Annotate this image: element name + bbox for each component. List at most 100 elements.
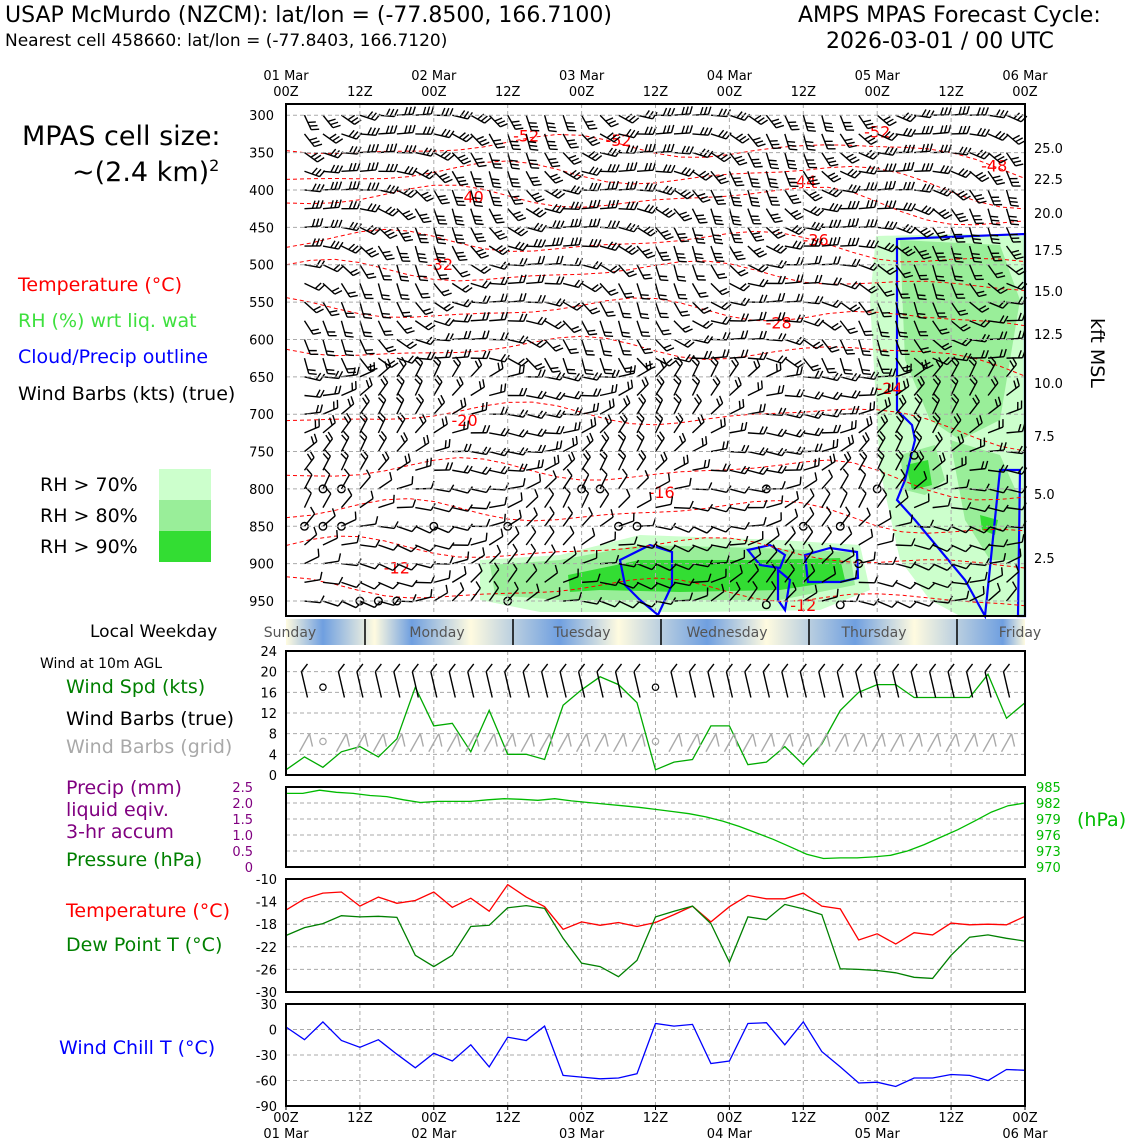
wind-barb — [747, 517, 767, 528]
wind-barb — [303, 357, 317, 376]
wind-barb — [599, 114, 619, 128]
wind-barb — [747, 208, 762, 225]
wind-barb — [489, 332, 509, 341]
wind-barb — [951, 125, 971, 135]
wind-barb — [839, 526, 853, 546]
wind-barb — [673, 106, 693, 116]
wind-barb — [415, 480, 435, 490]
wind-barb — [803, 238, 823, 247]
wind-barb — [581, 260, 603, 270]
wind-barb — [322, 576, 344, 585]
wind-barb — [562, 373, 584, 382]
wind-barb — [525, 410, 547, 419]
wind-barb — [470, 330, 490, 341]
wind-barb — [488, 562, 500, 583]
wind-barb — [340, 264, 361, 277]
wind-barb-true — [559, 663, 567, 698]
wind-barb — [636, 449, 647, 471]
wind-barb — [637, 126, 657, 136]
wind-barb — [340, 488, 353, 509]
wind-barb — [914, 183, 935, 193]
wind-barb — [451, 356, 462, 378]
wind-barb-grid — [871, 733, 886, 753]
wind-barb — [876, 301, 892, 318]
wind-barb — [507, 463, 528, 472]
temperature-contour — [285, 576, 1026, 607]
wind-barb — [821, 299, 843, 309]
wind-barb-grid — [797, 733, 812, 753]
wind-barb — [803, 221, 824, 232]
wind-barb — [858, 182, 879, 191]
wind-barb — [359, 264, 377, 280]
wind-barb — [747, 245, 767, 258]
wind-barb — [636, 110, 658, 120]
wind-barb — [747, 264, 769, 273]
wind-barb — [969, 504, 991, 513]
wind-barb — [433, 525, 455, 534]
wind-barb — [562, 451, 576, 471]
wind-barb — [414, 374, 423, 396]
wind-barb-grid — [575, 733, 591, 753]
wind-barb — [914, 162, 934, 172]
wind-barb — [304, 389, 325, 398]
wind-barb — [414, 320, 436, 331]
wind-barb — [470, 379, 486, 397]
wind-barb — [766, 355, 788, 364]
top-hour-label: 00Z — [273, 85, 299, 100]
wind-barb — [839, 320, 858, 335]
wind-barb — [877, 368, 897, 378]
wind-barb — [691, 208, 708, 224]
top-hour-label: 12Z — [938, 85, 964, 100]
wind-barb — [414, 301, 434, 316]
wind-barb — [747, 330, 767, 341]
top-date-label: 02 Mar — [411, 69, 457, 84]
wind-barb — [378, 143, 398, 154]
legend-cloud: Cloud/Precip outline — [18, 346, 209, 368]
wind-barb — [673, 125, 694, 135]
wind-barb — [655, 357, 677, 367]
wind-barb — [377, 431, 387, 452]
wind-barb — [655, 143, 675, 154]
top-hour-label: 00Z — [421, 85, 447, 100]
wind-barb — [728, 208, 742, 226]
wind-barb — [451, 566, 467, 583]
wind-barb — [600, 180, 620, 191]
wind-barb — [710, 395, 724, 415]
wind-barb — [839, 357, 853, 375]
wind-barb — [618, 222, 640, 233]
wind-barb — [895, 127, 917, 138]
wind-barb — [895, 245, 916, 257]
wind-barb — [599, 301, 616, 317]
wind-barb — [488, 244, 510, 256]
precip-tick-label: 0.5 — [232, 845, 253, 860]
wind-barb — [931, 245, 947, 262]
wind-barb — [415, 106, 435, 116]
wind-barb — [433, 504, 455, 513]
temperature-panel-frame — [285, 878, 1026, 993]
wind-barb — [710, 282, 730, 296]
temperature-contour — [285, 401, 1026, 452]
wind-barb — [304, 595, 325, 604]
wind-barb — [599, 413, 613, 434]
wind-barb — [396, 301, 412, 318]
wind-barb — [322, 599, 344, 607]
wind-barb — [931, 393, 941, 415]
wind-barb — [525, 473, 542, 490]
wind-barb — [341, 511, 357, 527]
wind-barb — [433, 349, 453, 359]
wind-barb — [599, 449, 608, 471]
wind-barb — [747, 311, 767, 322]
wind-barb — [581, 388, 602, 397]
wind-barb — [322, 148, 344, 159]
wind-barb — [304, 200, 324, 210]
wind-barb — [673, 374, 682, 396]
wind-chill-line — [285, 1020, 1026, 1088]
wind-barb — [358, 430, 368, 452]
wind-barb-true — [928, 663, 937, 698]
wind-barb — [710, 332, 731, 341]
wind-barb — [526, 459, 545, 471]
wind-barb — [914, 125, 934, 135]
precip-label-2: liquid eqiv. — [66, 799, 169, 821]
wind-barb — [987, 208, 1001, 226]
bottom-hour-label: 00Z — [1012, 1111, 1038, 1126]
